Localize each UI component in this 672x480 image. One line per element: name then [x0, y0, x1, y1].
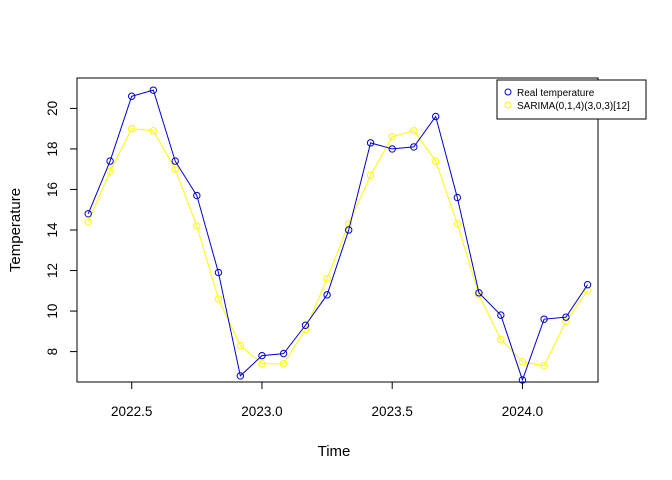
- data-point-real-temperature: [583, 281, 592, 289]
- data-point-real-temperature: [432, 112, 440, 121]
- y-tick-label: 12: [45, 263, 60, 278]
- y-tick-label: 20: [45, 101, 60, 116]
- data-point-sarima: [410, 126, 418, 135]
- data-point-sarima: [171, 165, 179, 173]
- data-point-sarima: [432, 157, 440, 165]
- series-line-sarima: [87, 128, 588, 367]
- x-tick-label: 2022.5: [111, 404, 152, 419]
- data-point-sarima: [279, 360, 288, 368]
- data-point-real-temperature: [128, 92, 136, 100]
- data-point-real-temperature: [301, 321, 310, 329]
- data-point-real-temperature: [388, 145, 396, 153]
- x-axis-title: Time: [318, 443, 351, 460]
- data-point-sarima: [258, 360, 266, 368]
- data-point-real-temperature: [453, 193, 462, 202]
- plot-area-frame: [76, 77, 599, 383]
- data-point-real-temperature: [258, 351, 266, 360]
- data-point-sarima: [193, 222, 201, 230]
- data-point-sarima: [106, 167, 114, 175]
- data-point-real-temperature: [562, 313, 570, 321]
- data-point-real-temperature: [345, 226, 353, 234]
- data-point-real-temperature: [366, 139, 375, 147]
- data-point-real-temperature: [149, 86, 158, 94]
- legend-marker-real-temperature: [504, 88, 512, 96]
- data-point-sarima: [323, 274, 331, 283]
- data-point-real-temperature: [540, 315, 548, 323]
- y-tick-label: 10: [45, 304, 60, 319]
- data-point-real-temperature: [214, 268, 223, 277]
- data-point-real-temperature: [475, 289, 483, 297]
- data-point-real-temperature: [497, 311, 505, 319]
- data-point-sarima: [214, 295, 223, 303]
- data-point-sarima: [518, 358, 527, 366]
- x-axis: 2022.5 2023.0 2023.5 2024.0: [111, 382, 543, 419]
- legend-box: [496, 79, 647, 120]
- legend-label-sarima: SARIMA(0,1,4)(3,0,3)[12]: [517, 101, 630, 112]
- y-tick-label: 18: [45, 141, 60, 156]
- y-axis: 8 10 12 14 16 18 20: [45, 101, 77, 355]
- data-point-sarima: [236, 341, 245, 350]
- data-point-sarima: [366, 171, 375, 179]
- data-point-sarima: [562, 317, 570, 325]
- data-point-sarima: [388, 133, 396, 141]
- data-point-real-temperature: [410, 143, 418, 151]
- series-real-temperature: [84, 86, 592, 384]
- x-tick-label: 2024.0: [502, 404, 543, 419]
- y-tick-label: 8: [45, 348, 60, 356]
- legend-marker-sarima: [504, 101, 512, 109]
- data-point-sarima: [453, 220, 462, 228]
- data-point-real-temperature: [323, 291, 331, 299]
- data-point-real-temperature: [171, 157, 179, 165]
- data-point-real-temperature: [193, 191, 201, 200]
- legend-label-real-temperature: Real temperature: [517, 88, 595, 99]
- x-tick-label: 2023.0: [241, 404, 282, 419]
- x-tick-label: 2023.5: [372, 404, 413, 419]
- data-point-real-temperature: [84, 210, 92, 218]
- data-point-real-temperature: [106, 157, 114, 165]
- data-point-sarima: [84, 218, 92, 226]
- y-axis-title: Temperature: [7, 188, 24, 272]
- data-point-real-temperature: [236, 372, 245, 380]
- data-point-sarima: [497, 335, 505, 344]
- series-layer: [84, 86, 592, 384]
- data-point-real-temperature: [518, 376, 527, 384]
- y-tick-label: 14: [45, 222, 60, 238]
- series-line-real-temperature: [87, 89, 588, 382]
- data-point-sarima: [128, 124, 136, 133]
- data-point-sarima: [540, 362, 548, 370]
- series-sarima: [84, 124, 592, 370]
- y-tick-label: 16: [45, 182, 60, 197]
- legend: Real temperature SARIMA(0,1,4)(3,0,3)[12…: [496, 79, 647, 120]
- data-point-sarima: [149, 126, 158, 135]
- data-point-real-temperature: [279, 349, 288, 358]
